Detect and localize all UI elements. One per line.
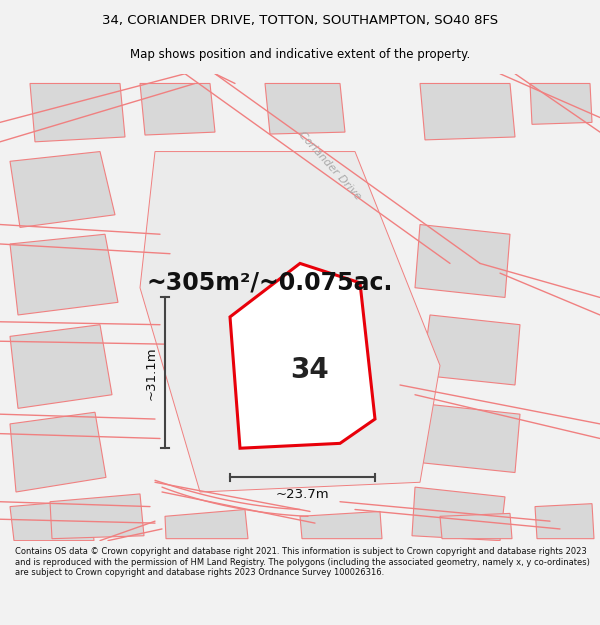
Polygon shape [265, 84, 345, 134]
Polygon shape [30, 84, 125, 142]
Polygon shape [440, 513, 512, 539]
Polygon shape [420, 84, 515, 140]
Text: ~23.7m: ~23.7m [275, 488, 329, 501]
Text: ~31.1m: ~31.1m [145, 346, 157, 399]
Polygon shape [140, 151, 440, 492]
Polygon shape [10, 500, 94, 541]
Polygon shape [10, 412, 106, 492]
Text: Contains OS data © Crown copyright and database right 2021. This information is : Contains OS data © Crown copyright and d… [15, 548, 590, 577]
Polygon shape [412, 487, 505, 541]
Text: Coriander Drive: Coriander Drive [297, 130, 363, 202]
Polygon shape [50, 494, 144, 539]
Polygon shape [230, 263, 375, 448]
Polygon shape [140, 84, 215, 135]
Polygon shape [300, 511, 382, 539]
Polygon shape [415, 224, 510, 298]
Text: Map shows position and indicative extent of the property.: Map shows position and indicative extent… [130, 48, 470, 61]
Polygon shape [530, 84, 592, 124]
Polygon shape [165, 509, 248, 539]
Polygon shape [10, 325, 112, 408]
Polygon shape [422, 315, 520, 385]
Polygon shape [422, 404, 520, 472]
Polygon shape [10, 234, 118, 315]
Polygon shape [10, 151, 115, 228]
Polygon shape [535, 504, 594, 539]
Text: 34: 34 [290, 356, 329, 384]
Text: ~305m²/~0.075ac.: ~305m²/~0.075ac. [147, 271, 393, 295]
Text: 34, CORIANDER DRIVE, TOTTON, SOUTHAMPTON, SO40 8FS: 34, CORIANDER DRIVE, TOTTON, SOUTHAMPTON… [102, 14, 498, 27]
